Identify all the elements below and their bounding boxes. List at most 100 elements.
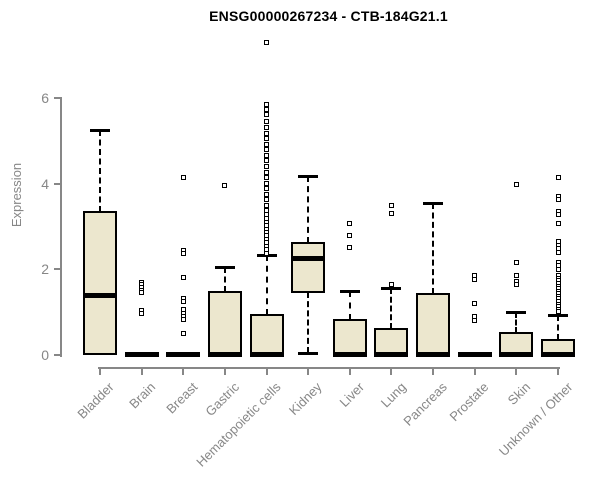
box-kidney (291, 241, 326, 294)
outlier-point (472, 276, 478, 282)
outlier-point (180, 251, 186, 257)
median-brain (124, 352, 159, 358)
outlier-point (180, 299, 186, 305)
x-label-gastric: Gastric (202, 379, 242, 420)
x-label-bladder: Bladder (74, 379, 117, 422)
median-liver (332, 351, 367, 357)
outlier-point (388, 281, 394, 287)
outlier-point (513, 260, 519, 266)
x-tick (473, 367, 476, 375)
x-tick (223, 367, 226, 375)
x-label-hematopoietic-cells: Hematopoietic cells (193, 379, 284, 470)
outlier-point (180, 275, 186, 281)
whisker-cap-lower-kidney (298, 351, 319, 355)
outlier-point (264, 169, 270, 175)
median-gastric (207, 351, 242, 357)
x-label-kidney: Kidney (286, 379, 326, 419)
whisker-upper-hematopoietic-cells (265, 254, 268, 316)
y-tick-label: 4 (41, 175, 49, 192)
y-tick-label: 0 (41, 347, 49, 363)
outlier-point (555, 267, 561, 273)
outlier-point (472, 300, 478, 306)
outlier-point (388, 202, 394, 208)
chart-title: ENSG00000267234 - CTB-184G21.1 (209, 8, 448, 24)
outlier-point (264, 111, 270, 117)
median-breast (166, 352, 201, 358)
whisker-lower-kidney (307, 292, 310, 353)
box-bladder (83, 210, 117, 356)
x-label-unknown-other: Unknown / Other (495, 379, 575, 459)
x-label-brain: Brain (126, 379, 159, 412)
median-kidney (291, 255, 326, 261)
whisker-cap-upper-bladder (90, 128, 110, 132)
whisker-upper-lung (390, 287, 393, 329)
median-bladder (83, 293, 117, 299)
outlier-point (472, 317, 478, 323)
outlier-point (555, 249, 561, 255)
x-tick (265, 367, 268, 375)
y-tick-label: 2 (41, 261, 49, 278)
outlier-point (264, 147, 270, 153)
x-axis-line (98, 367, 561, 369)
y-tick (54, 268, 61, 271)
whisker-upper-bladder (99, 129, 101, 212)
median-hematopoietic-cells (249, 351, 284, 357)
outlier-point (347, 245, 353, 251)
y-axis-line (60, 97, 62, 357)
outlier-point (264, 130, 270, 136)
outlier-point (264, 39, 270, 45)
outlier-point (264, 141, 270, 147)
whisker-cap-upper-liver (339, 289, 360, 293)
outlier-point (513, 273, 519, 279)
outlier-point (264, 164, 270, 170)
median-skin (499, 351, 534, 357)
outlier-point (513, 182, 519, 188)
x-tick (140, 367, 143, 375)
outlier-point (222, 183, 228, 189)
y-tick-label: 6 (41, 90, 49, 106)
outlier-point (264, 152, 270, 158)
x-label-skin: Skin (504, 379, 534, 408)
median-pancreas (416, 351, 451, 357)
outlier-point (555, 197, 561, 203)
box-hematopoietic-cells (249, 314, 284, 356)
whisker-upper-unknown-other (557, 315, 560, 340)
box-liver (332, 318, 367, 356)
outlier-point (264, 119, 270, 125)
x-label-pancreas: Pancreas (400, 379, 451, 429)
whisker-cap-upper-gastric (214, 265, 235, 269)
whisker-upper-gastric (223, 266, 226, 293)
outlier-point (264, 175, 270, 181)
outlier-point (264, 197, 270, 203)
x-tick (307, 367, 310, 375)
x-tick (515, 367, 518, 375)
outlier-point (264, 186, 270, 192)
outlier-point (264, 125, 270, 131)
outlier-point (264, 158, 270, 164)
x-tick (432, 367, 435, 375)
whisker-cap-upper-lung (381, 286, 402, 290)
median-unknown-other (541, 351, 576, 357)
median-prostate (457, 352, 492, 358)
whisker-upper-kidney (307, 175, 310, 243)
outlier-point (555, 220, 561, 226)
x-tick (557, 367, 560, 375)
outlier-point (555, 174, 561, 180)
y-tick (54, 354, 61, 356)
whisker-upper-skin (515, 312, 518, 334)
outlier-point (264, 136, 270, 142)
x-label-liver: Liver (336, 379, 367, 410)
outlier-point (555, 212, 561, 218)
median-lung (374, 351, 409, 357)
whisker-cap-upper-kidney (298, 174, 319, 178)
outlier-point (555, 309, 561, 315)
outlier-point (264, 250, 270, 256)
whisker-upper-pancreas (432, 202, 435, 294)
box-gastric (207, 291, 242, 356)
outlier-point (388, 211, 394, 217)
outlier-point (180, 330, 186, 336)
outlier-point (264, 191, 270, 197)
outlier-point (139, 289, 145, 295)
y-tick (54, 97, 61, 99)
